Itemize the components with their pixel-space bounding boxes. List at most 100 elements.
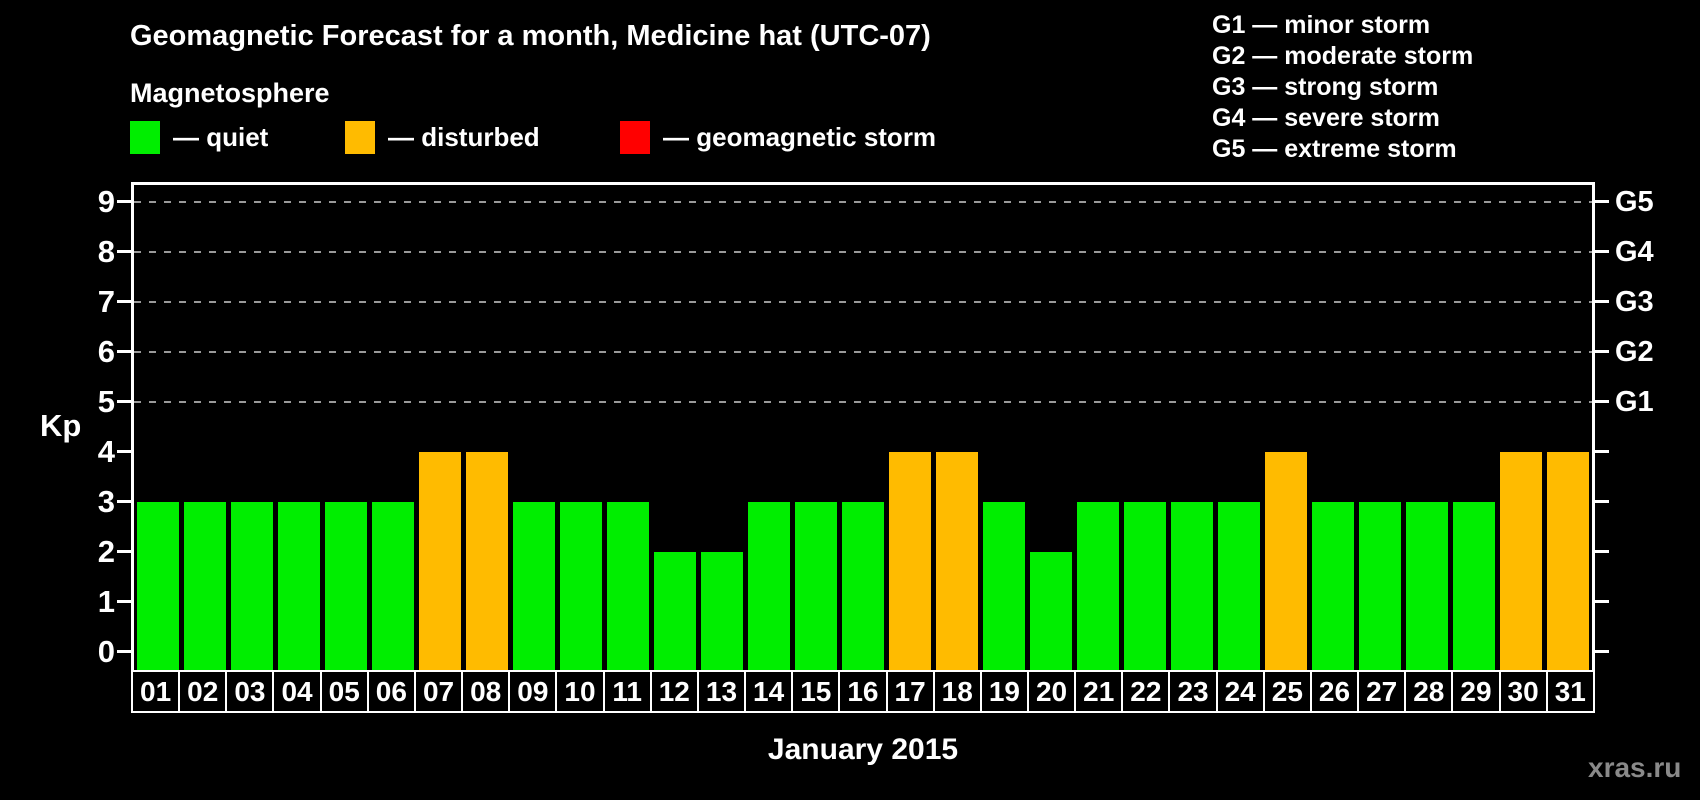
right-tick-9 [1595, 200, 1609, 203]
bar-day-16 [841, 502, 884, 670]
bar-slot-04 [275, 182, 322, 670]
storm-color-swatch [620, 121, 650, 154]
right-tick-7 [1595, 300, 1609, 303]
y-tick-label-1: 1 [97, 584, 115, 619]
bar-day-26 [1312, 502, 1355, 670]
y-tick-label-2: 2 [97, 534, 115, 569]
watermark: xras.ru [1588, 752, 1682, 783]
y-tick-5 [117, 400, 131, 403]
bar-day-15 [794, 502, 837, 670]
bar-day-23 [1171, 502, 1214, 670]
bar-day-10 [559, 502, 602, 670]
bar-slot-27 [1357, 182, 1404, 670]
x-label-05: 05 [319, 670, 369, 713]
bar-slot-06 [369, 182, 416, 670]
right-axis-label-G2: G2 [1615, 336, 1654, 368]
bar-slot-10 [557, 182, 604, 670]
bar-slot-08 [463, 182, 510, 670]
g-scale-legend: G1 — minor storm G2 — moderate storm G3 — … [1212, 10, 1473, 165]
bar-day-12 [653, 552, 696, 670]
bar-day-14 [747, 502, 790, 670]
right-tick-5 [1595, 400, 1609, 403]
bar-day-31 [1547, 452, 1590, 670]
x-label-25: 25 [1262, 670, 1312, 713]
y-axis-label: Kp [40, 408, 82, 443]
x-label-18: 18 [932, 670, 982, 713]
gridline-kp-9 [134, 201, 1592, 203]
x-label-19: 19 [979, 670, 1029, 713]
magnetosphere-subtitle: Magnetosphere [130, 78, 330, 108]
x-label-04: 04 [272, 670, 322, 713]
bar-day-28 [1406, 502, 1449, 670]
bar-slot-09 [510, 182, 557, 670]
g-scale-legend-item-4: G4 — severe storm [1212, 104, 1440, 132]
x-label-01: 01 [131, 670, 181, 713]
bar-slot-18 [934, 182, 981, 670]
bar-slot-30 [1498, 182, 1545, 670]
legend-item-storm: — geomagnetic storm [620, 121, 936, 154]
x-label-02: 02 [178, 670, 228, 713]
bar-slot-31 [1545, 182, 1592, 670]
bar-day-17 [889, 452, 932, 670]
g-scale-legend-item-1: G1 — minor storm [1212, 11, 1431, 39]
bar-day-19 [983, 502, 1026, 670]
x-label-03: 03 [225, 670, 275, 713]
right-axis-label-G4: G4 [1615, 236, 1654, 268]
bar-slot-01 [134, 182, 181, 670]
right-tick-3 [1595, 500, 1609, 503]
bar-day-30 [1500, 452, 1543, 670]
bar-slot-17 [887, 182, 934, 670]
gridline-kp-5 [134, 401, 1592, 403]
right-tick-0 [1595, 650, 1609, 653]
x-label-10: 10 [555, 670, 605, 713]
x-label-15: 15 [791, 670, 841, 713]
x-label-09: 09 [508, 670, 558, 713]
gridline-kp-6 [134, 351, 1592, 353]
bar-day-03 [230, 502, 273, 670]
x-label-17: 17 [885, 670, 935, 713]
bar-slot-21 [1075, 182, 1122, 670]
bar-day-11 [606, 502, 649, 670]
y-tick-6 [117, 350, 131, 353]
x-label-11: 11 [602, 670, 652, 713]
y-tick-2 [117, 550, 131, 553]
legend-disturbed-label: — disturbed [388, 122, 540, 152]
y-tick-label-8: 8 [97, 234, 115, 269]
bar-day-21 [1077, 502, 1120, 670]
bar-slot-16 [839, 182, 886, 670]
g-scale-legend-item-3: G3 — strong storm [1212, 73, 1439, 101]
bar-slot-13 [698, 182, 745, 670]
right-axis-label-G1: G1 [1615, 386, 1654, 418]
gridline-kp-8 [134, 251, 1592, 253]
page-title: Geomagnetic Forecast for a month, Medici… [130, 20, 931, 52]
bar-slot-11 [604, 182, 651, 670]
x-label-16: 16 [838, 670, 888, 713]
bar-slot-05 [322, 182, 369, 670]
x-label-20: 20 [1026, 670, 1077, 713]
y-tick-label-9: 9 [97, 184, 115, 219]
x-label-06: 06 [366, 670, 416, 713]
bar-slot-07 [416, 182, 463, 670]
y-tick-4 [117, 450, 131, 453]
bar-day-04 [277, 502, 320, 670]
right-axis-label-G5: G5 [1615, 186, 1654, 218]
y-tick-label-7: 7 [97, 284, 115, 319]
right-tick-6 [1595, 350, 1609, 353]
disturbed-color-swatch [345, 121, 375, 154]
legend-storm-label: — geomagnetic storm [663, 122, 937, 152]
bar-day-05 [324, 502, 367, 670]
bar-day-20 [1030, 552, 1073, 670]
x-label-22: 22 [1121, 670, 1171, 713]
x-label-14: 14 [744, 670, 794, 713]
right-tick-2 [1595, 550, 1609, 553]
bar-day-08 [465, 452, 508, 670]
bar-day-09 [512, 502, 555, 670]
bar-slot-12 [651, 182, 698, 670]
legend-item-quiet: — quiet [130, 121, 268, 154]
bar-day-18 [936, 452, 979, 670]
x-label-12: 12 [649, 670, 699, 713]
x-label-26: 26 [1309, 670, 1360, 713]
bar-day-22 [1124, 502, 1167, 670]
x-label-28: 28 [1404, 670, 1454, 713]
